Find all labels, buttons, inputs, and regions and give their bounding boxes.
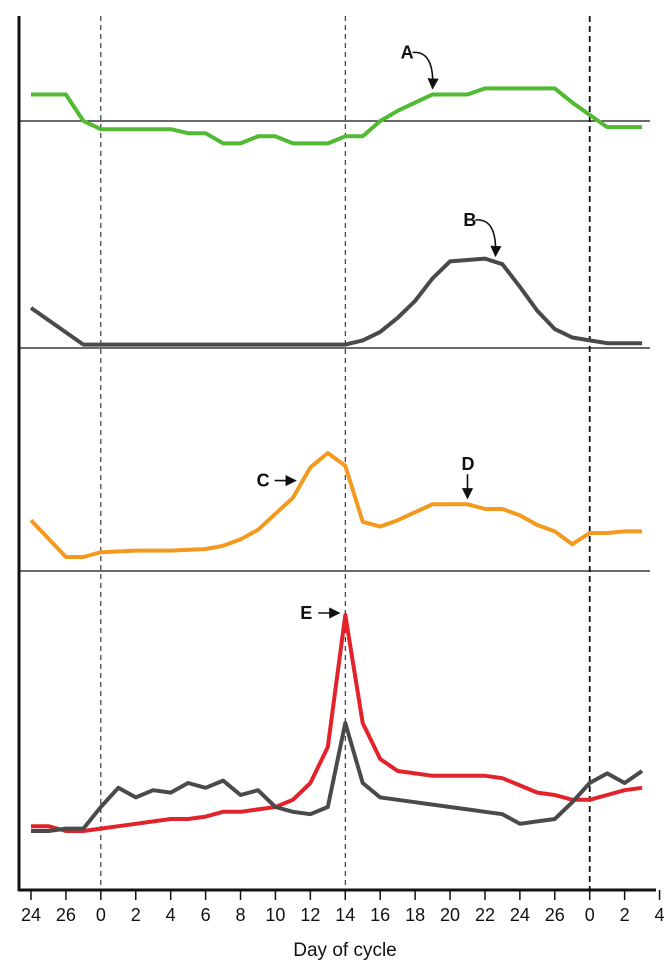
x-tick-label-12: 12 <box>300 905 320 925</box>
callout-d: D <box>462 454 475 500</box>
x-tick-label-24: 24 <box>510 905 530 925</box>
x-tick-label-2: 2 <box>131 905 141 925</box>
x-tick-label-26: 26 <box>545 905 565 925</box>
x-tick-label-8: 8 <box>236 905 246 925</box>
callout-c: C <box>257 471 297 491</box>
series-lines <box>29 86 644 833</box>
x-tick-label-18: 18 <box>405 905 425 925</box>
x-axis: 24 26 0 2 4 6 8 10 12 14 16 18 20 22 24 26 0 2 4 <box>17 16 665 925</box>
series-line-gonadotropins-e <box>31 613 643 833</box>
series-line-gonadotropins-lh <box>31 721 644 833</box>
panel-separators <box>19 120 650 572</box>
series-line-temperature-a <box>31 86 643 146</box>
x-tick-label-14: 14 <box>335 905 355 925</box>
x-tick-label-30: 2 <box>620 905 630 925</box>
x-tick-label-32: 4 <box>655 905 665 925</box>
callout-label-a: A <box>401 42 414 62</box>
cycle-markers <box>100 16 591 890</box>
x-tick-label-28: 0 <box>585 905 595 925</box>
callout-e: E <box>300 603 341 623</box>
callout-label-e: E <box>300 603 312 623</box>
series-line-progesterone-b <box>29 256 643 347</box>
x-tick-label-4: 4 <box>166 905 176 925</box>
callout-b: B <box>463 210 502 258</box>
series-line-estrogen-c-d <box>29 451 643 559</box>
callout-a: A <box>401 42 439 90</box>
callouts: A B C D E <box>257 42 502 623</box>
x-tick-label-20: 20 <box>440 905 460 925</box>
callout-label-c: C <box>257 471 270 491</box>
x-tick-label-10: 10 <box>265 905 285 925</box>
x-tick-label-6: 6 <box>201 905 211 925</box>
x-tick-label-0: 0 <box>96 905 106 925</box>
callout-label-d: D <box>462 454 475 474</box>
x-tick-label--2: 26 <box>56 905 76 925</box>
x-tick-label-16: 16 <box>370 905 390 925</box>
callout-label-b: B <box>463 210 476 230</box>
x-tick-label-22: 22 <box>475 905 495 925</box>
x-tick-label--4: 24 <box>21 905 41 925</box>
x-axis-title: Day of cycle <box>293 940 396 961</box>
